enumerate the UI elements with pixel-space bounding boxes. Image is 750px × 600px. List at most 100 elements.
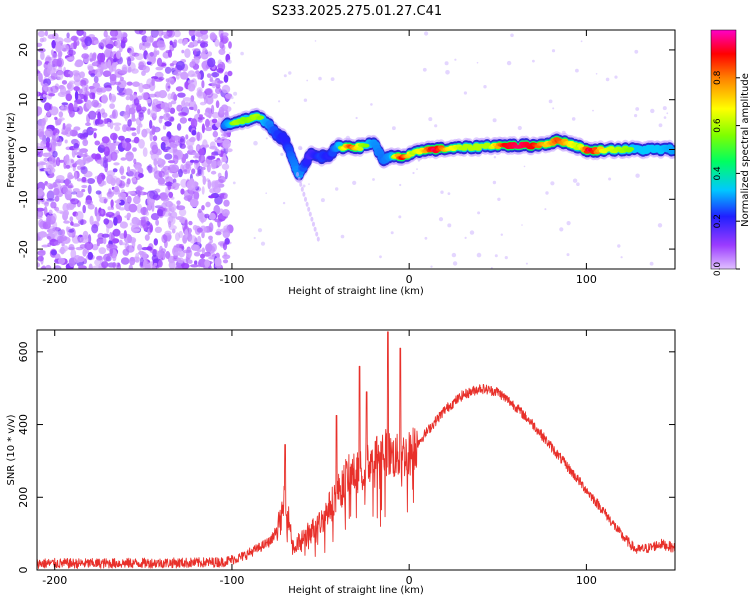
noise-speck bbox=[168, 203, 177, 213]
noise-speck bbox=[153, 262, 158, 267]
noise-speck bbox=[151, 125, 156, 135]
noise-speck bbox=[116, 50, 121, 59]
noise-speck bbox=[50, 201, 57, 209]
noise-speck bbox=[63, 37, 72, 43]
noise-speck bbox=[179, 243, 184, 250]
noise-speck bbox=[620, 256, 623, 259]
noise-speck bbox=[156, 40, 166, 48]
noise-speck bbox=[167, 93, 172, 100]
noise-speck bbox=[211, 243, 217, 252]
noise-speck bbox=[372, 178, 375, 181]
noise-speck bbox=[132, 81, 141, 87]
noise-speck bbox=[90, 73, 96, 78]
noise-speck bbox=[592, 109, 594, 112]
noise-speck bbox=[101, 261, 109, 269]
noise-speck bbox=[40, 51, 45, 60]
noise-speck bbox=[223, 74, 229, 83]
colorbar: 0.0 0.2 0.4 0.6 0.8 Normalized spectral ampl… bbox=[710, 29, 750, 276]
noise-speck bbox=[197, 109, 201, 114]
snr-ytick-label: 400 bbox=[17, 414, 30, 435]
noise-speck bbox=[424, 236, 428, 240]
noise-speck bbox=[139, 257, 144, 267]
colorbar-tick-label: 0.6 bbox=[713, 118, 723, 133]
noise-speck bbox=[88, 85, 95, 90]
noise-speck bbox=[70, 159, 74, 164]
noise-speck bbox=[118, 192, 127, 199]
noise-speck bbox=[202, 47, 208, 55]
noise-speck bbox=[109, 30, 119, 37]
noise-speck bbox=[221, 156, 227, 163]
noise-speck bbox=[101, 94, 108, 104]
noise-speck bbox=[47, 147, 52, 151]
noise-speck bbox=[142, 147, 148, 158]
noise-speck bbox=[190, 159, 195, 163]
noise-speck bbox=[216, 121, 220, 129]
noise-speck bbox=[65, 164, 71, 169]
noise-speck bbox=[214, 160, 224, 164]
noise-speck bbox=[75, 190, 84, 198]
noise-speck bbox=[227, 59, 232, 64]
colorbar-label: Normalized spectral amplitude bbox=[740, 73, 750, 227]
noise-speck bbox=[113, 216, 118, 226]
noise-speck bbox=[175, 86, 184, 92]
noise-speck bbox=[37, 59, 43, 67]
noise-speck bbox=[154, 165, 158, 175]
noise-speck bbox=[265, 192, 268, 194]
noise-speck bbox=[208, 212, 216, 221]
noise-speck bbox=[228, 52, 231, 55]
noise-speck bbox=[306, 79, 309, 82]
signal-branch bbox=[297, 176, 301, 182]
noise-speck bbox=[200, 253, 205, 259]
signal-branch bbox=[307, 206, 311, 212]
noise-speck bbox=[666, 112, 669, 115]
noise-speck bbox=[133, 195, 141, 205]
noise-speck bbox=[552, 107, 555, 110]
noise-speck bbox=[551, 49, 556, 53]
noise-speck bbox=[201, 80, 205, 89]
noise-speck bbox=[110, 199, 114, 208]
noise-speck bbox=[308, 183, 310, 185]
noise-speck bbox=[65, 226, 70, 233]
spectrogram-ytick-label: -20 bbox=[17, 240, 30, 258]
noise-speck bbox=[79, 244, 87, 249]
noise-speck bbox=[198, 154, 206, 164]
noise-speck bbox=[106, 243, 113, 249]
noise-speck bbox=[138, 139, 145, 149]
noise-speck bbox=[45, 264, 52, 269]
noise-speck bbox=[83, 95, 87, 101]
noise-speck bbox=[119, 221, 128, 229]
noise-speck bbox=[74, 61, 83, 68]
noise-speck bbox=[476, 61, 479, 64]
noise-speck bbox=[193, 103, 198, 112]
noise-speck bbox=[297, 145, 303, 151]
noise-speck bbox=[82, 204, 86, 214]
noise-speck bbox=[144, 128, 151, 134]
noise-speck bbox=[112, 254, 117, 262]
noise-speck bbox=[85, 157, 94, 163]
noise-speck bbox=[149, 190, 159, 200]
noise-speck bbox=[253, 140, 258, 146]
noise-speck bbox=[168, 220, 172, 228]
noise-speck bbox=[160, 31, 170, 36]
noise-speck bbox=[74, 90, 79, 101]
noise-speck bbox=[193, 190, 200, 201]
noise-speck bbox=[566, 253, 570, 257]
noise-speck bbox=[82, 139, 89, 147]
noise-speck bbox=[213, 204, 221, 215]
signal-peak bbox=[362, 143, 370, 148]
noise-speck bbox=[134, 30, 144, 35]
noise-speck bbox=[124, 88, 133, 96]
noise-speck bbox=[167, 49, 173, 58]
noise-speck bbox=[173, 70, 182, 76]
noise-speck bbox=[92, 265, 102, 269]
noise-speck bbox=[57, 118, 63, 123]
noise-speck bbox=[240, 51, 244, 56]
noise-speck bbox=[192, 152, 198, 156]
noise-speck bbox=[41, 244, 50, 248]
noise-speck bbox=[214, 139, 224, 143]
noise-speck bbox=[107, 121, 111, 128]
noise-speck bbox=[46, 198, 55, 202]
noise-speck bbox=[122, 124, 128, 133]
noise-speck bbox=[183, 38, 188, 45]
noise-speck bbox=[70, 198, 79, 205]
